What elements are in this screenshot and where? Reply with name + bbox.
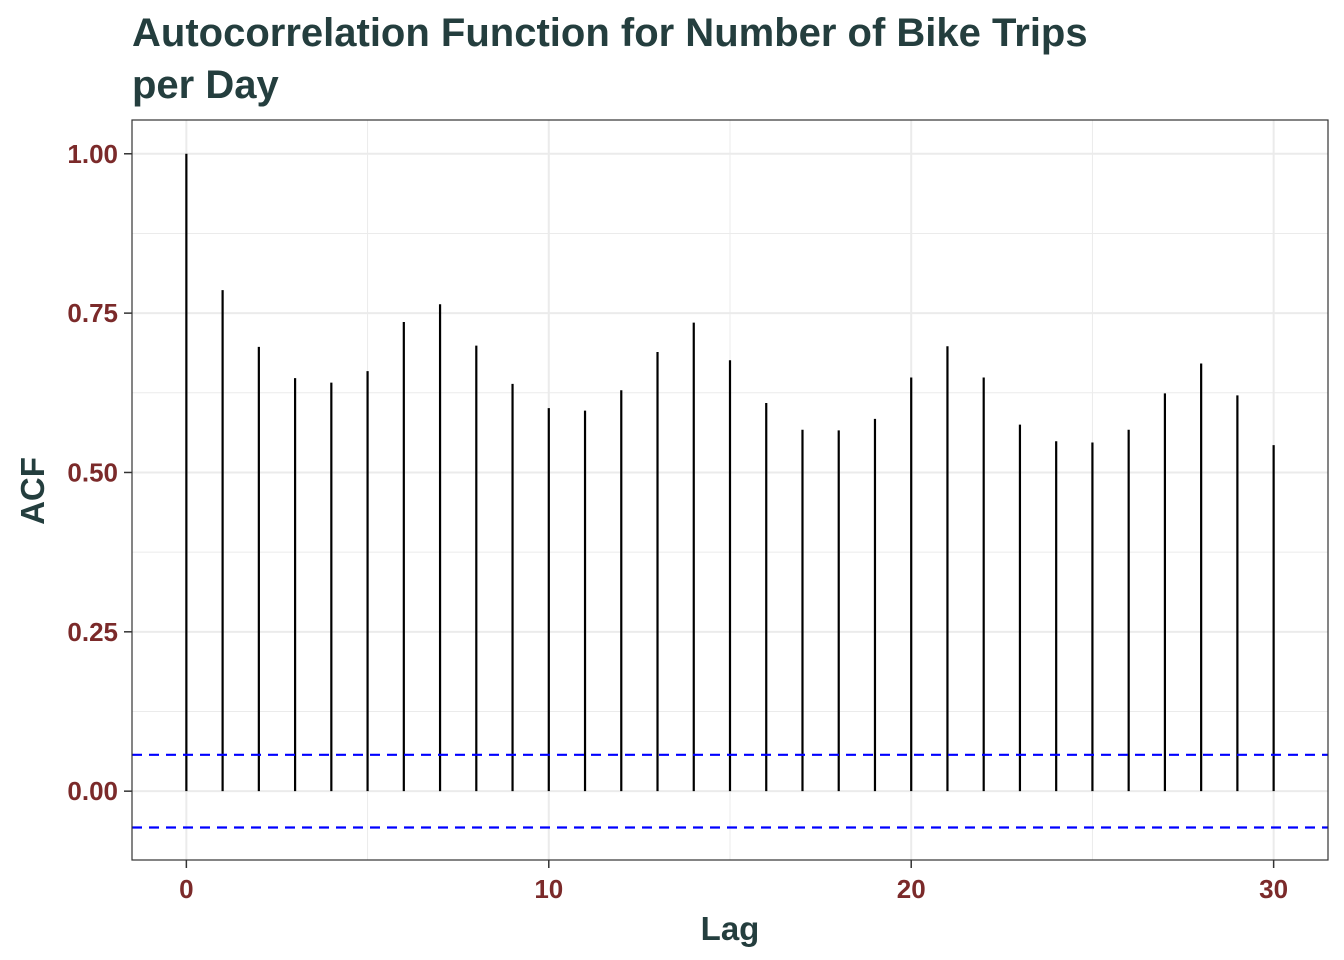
x-axis-title: Lag (701, 910, 760, 947)
x-tick-label: 10 (534, 874, 563, 904)
plot-panel-border (131, 119, 1329, 861)
y-tick-label: 0.50 (67, 457, 118, 487)
chart-title: Autocorrelation Function for Number of B… (132, 11, 1088, 55)
x-tick-label: 30 (1259, 874, 1288, 904)
chart-title-line-2: per Day (132, 63, 279, 107)
y-tick-label: 1.00 (67, 139, 118, 169)
x-tick-label: 0 (179, 874, 193, 904)
x-axis-ticks: 0 10 20 30 (179, 860, 1288, 904)
y-tick-label: 0.25 (67, 617, 118, 647)
y-tick-label: 0.00 (67, 776, 118, 806)
y-axis-ticks: 0.00 0.25 0.50 0.75 1.00 (67, 139, 132, 806)
x-tick-label: 20 (897, 874, 926, 904)
y-axis-title: ACF (14, 457, 51, 525)
y-tick-label: 0.75 (67, 298, 118, 328)
acf-bars (185, 153, 1275, 792)
confidence-bounds (132, 753, 1328, 829)
